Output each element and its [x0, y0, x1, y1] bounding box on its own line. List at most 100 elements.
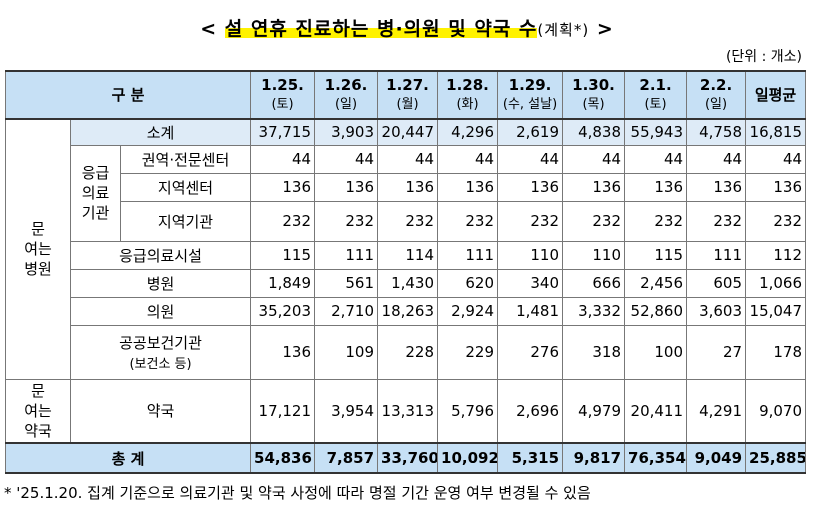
column-day: (토) [271, 97, 294, 112]
column-date: 일평균 [754, 85, 797, 104]
value-cell: 33,760 [377, 442, 439, 474]
value-cell: 136 [497, 172, 564, 202]
value-cell: 44 [314, 144, 379, 174]
row-label-text: 의원 [146, 302, 175, 321]
column-date: 1.27. [386, 76, 429, 94]
value-cell: 5,315 [497, 442, 564, 474]
column-day: (일) [334, 97, 358, 112]
value-cell: 20,447 [377, 118, 439, 146]
title-open: < [200, 18, 218, 40]
row-label-text: 약국 [146, 402, 175, 421]
value-cell: 16,815 [745, 118, 807, 146]
value-cell: 44 [624, 144, 688, 174]
group-line: 여는 [24, 240, 52, 259]
column-header: 1.26. (일) [314, 70, 379, 120]
value-cell: 2,924 [437, 296, 499, 326]
value-cell: 76,354 [624, 442, 688, 474]
value-cell: 9,049 [686, 442, 747, 474]
value-cell: 109 [314, 324, 379, 380]
row-label: 지역기관 [119, 200, 252, 242]
title-note: (계획*) [537, 21, 590, 39]
row-label: 권역·전문센터 [119, 144, 252, 174]
value-cell: 114 [377, 240, 439, 270]
value-cell: 232 [497, 200, 564, 242]
value-cell: 276 [497, 324, 564, 380]
column-header: 일평균 [745, 70, 807, 120]
footnote: * '25.1.20. 집계 기준으로 의료기관 및 약국 사정에 따라 명절 … [4, 484, 591, 502]
group-line: 문 [31, 381, 45, 400]
column-header: 1.30. (목) [562, 70, 626, 120]
value-cell: 5,796 [437, 378, 499, 444]
row: 의원 35,203 2,710 18,263 2,924 1,481 3,332 52,860… [6, 296, 807, 326]
value-cell: 13,313 [377, 378, 439, 444]
value-cell: 44 [497, 144, 564, 174]
title-close: > [596, 18, 614, 40]
row-label: 응급의료시설 [69, 240, 252, 270]
value-cell: 112 [745, 240, 807, 270]
row-sublabel: (보건소 등) [129, 357, 192, 372]
value-cell: 232 [745, 200, 807, 242]
value-cell: 3,332 [562, 296, 626, 326]
value-cell: 115 [624, 240, 688, 270]
column-header: 1.27. (월) [377, 70, 439, 120]
group-line: 문 [31, 220, 45, 239]
value-cell: 4,296 [437, 118, 499, 146]
value-cell: 605 [686, 268, 747, 298]
value-cell: 52,860 [624, 296, 688, 326]
value-cell: 111 [314, 240, 379, 270]
row: 문 여는 약국 약국 17,121 3,954 13,313 5,796 2,696 4,979 2… [5, 378, 807, 444]
value-cell: 2,696 [497, 378, 564, 444]
group-line: 응급 [81, 164, 110, 182]
value-cell: 136 [250, 172, 316, 202]
column-date: 1.29. [508, 76, 552, 94]
value-cell: 17,121 [250, 378, 316, 444]
title: < 설 연휴 진료하는 병·의원 및 약국 수(계획*) > [0, 14, 814, 41]
row: 병원 1,849 561 1,430 620 340 666 2,456 605 1,066 [6, 268, 807, 298]
value-cell: 4,838 [562, 118, 626, 146]
value-cell: 232 [686, 200, 747, 242]
corner: 구 분 [4, 70, 252, 120]
row: 지역센터 136 136 136 136 136 136 136 136 136 [6, 172, 807, 202]
value-cell: 3,903 [314, 118, 379, 146]
table: 구 분 1.25. (토) 1.26. (일) 1.27. (월) 1.28. (화) 1.29.… [4, 70, 807, 474]
value-cell: 2,710 [314, 296, 379, 326]
column-day: (월) [396, 97, 419, 112]
group-line: 병원 [24, 260, 52, 279]
row-label-text: 지역센터 [157, 178, 214, 197]
value-cell: 136 [686, 172, 747, 202]
value-cell: 1,066 [745, 268, 807, 298]
column-header: 2.1. (토) [624, 70, 688, 120]
value-cell: 228 [377, 324, 439, 380]
value-cell: 232 [562, 200, 626, 242]
column-date: 1.28. [446, 76, 489, 94]
value-cell: 232 [250, 200, 316, 242]
value-cell: 666 [562, 268, 626, 298]
row-label-text: 총 계 [111, 449, 145, 468]
value-cell: 110 [497, 240, 564, 270]
value-cell: 3,954 [314, 378, 379, 444]
value-cell: 229 [437, 324, 499, 380]
row-label: 공공보건기관 (보건소 등) [69, 324, 252, 380]
group-line: 기관 [81, 204, 110, 222]
value-cell: 4,979 [562, 378, 626, 444]
column-header: 1.28. (화) [437, 70, 499, 120]
column-day: (화) [456, 97, 479, 112]
value-cell: 232 [624, 200, 688, 242]
value-cell: 44 [562, 144, 626, 174]
row-label-text: 공공보건기관 [119, 334, 202, 352]
group-line: 여는 [24, 401, 52, 420]
value-cell: 620 [437, 268, 499, 298]
value-cell: 111 [686, 240, 747, 270]
row: 응급 의료 기관 권역·전문센터 44 44 44 44 44 44 44 44 44 [6, 144, 807, 242]
value-cell: 1,481 [497, 296, 564, 326]
value-cell: 35,203 [250, 296, 316, 326]
column-day: (토) [644, 97, 667, 112]
value-cell: 136 [377, 172, 439, 202]
value-cell: 44 [686, 144, 747, 174]
column-date: 2.2. [699, 76, 733, 94]
row-label: 소계 [69, 118, 252, 146]
group-line: 의료 [81, 184, 110, 202]
column-header: 1.29. (수, 설날) [497, 70, 564, 120]
value-cell: 2,456 [624, 268, 688, 298]
